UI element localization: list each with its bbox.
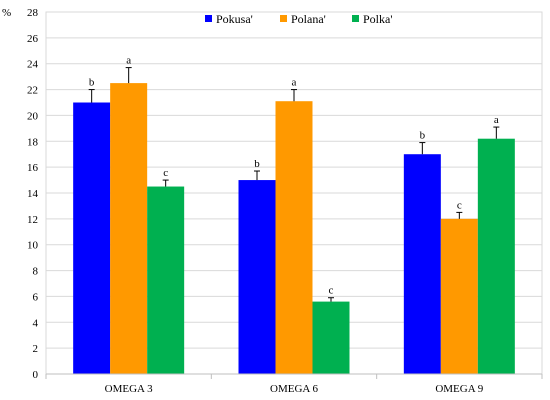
bar (477, 138, 515, 374)
significance-label: b (420, 130, 426, 142)
significance-label: a (126, 55, 131, 67)
y-tick-label: 18 (27, 136, 39, 148)
y-tick-label: 14 (27, 188, 39, 200)
legend-label: Polana' (291, 12, 326, 26)
significance-label: b (89, 77, 95, 89)
x-tick-label: OMEGA 6 (270, 383, 318, 395)
significance-label: a (292, 77, 297, 89)
y-tick-label: 10 (27, 240, 39, 252)
y-tick-label: 12 (27, 214, 38, 226)
legend-label: Polka' (363, 12, 393, 26)
y-tick-label: 20 (27, 110, 39, 122)
bar (110, 83, 148, 374)
y-tick-label: 6 (33, 291, 39, 303)
bar (312, 301, 350, 374)
legend-swatch (280, 15, 287, 22)
y-tick-label: 16 (27, 162, 39, 174)
y-tick-label: 26 (27, 33, 39, 45)
y-tick-label: 22 (27, 85, 38, 97)
significance-label: a (494, 114, 499, 126)
bar (147, 186, 185, 374)
legend-swatch (352, 15, 359, 22)
bar (403, 154, 441, 374)
legend: Pokusa' Polana' Polka' (205, 12, 393, 26)
significance-label: c (457, 199, 462, 211)
bar (275, 101, 313, 374)
significance-label: c (329, 285, 334, 297)
y-tick-label: 0 (33, 369, 39, 381)
y-tick-label: 4 (33, 317, 39, 329)
x-tick-label: OMEGA 3 (105, 383, 153, 395)
bar (238, 180, 276, 374)
bar (73, 102, 111, 374)
y-tick-label: 28 (27, 7, 39, 19)
legend-label: Pokusa' (216, 12, 253, 26)
bar (440, 218, 478, 374)
y-tick-label: 8 (33, 266, 39, 278)
y-tick-label: 2 (33, 343, 39, 355)
bars-layer: b a c b a c b c a (73, 55, 515, 374)
x-tick-label: OMEGA 9 (435, 383, 483, 395)
legend-swatch (205, 15, 212, 22)
significance-label: b (254, 158, 260, 170)
y-axis-label: % (2, 7, 11, 19)
y-tick-label: 24 (27, 59, 39, 71)
significance-label: c (163, 167, 168, 179)
